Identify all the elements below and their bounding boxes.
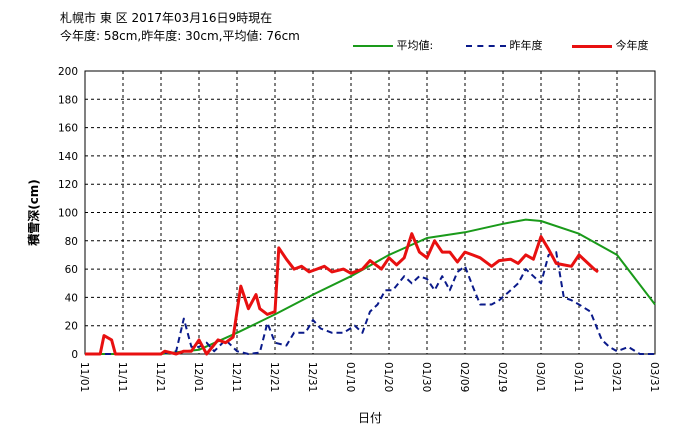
x-tick-label: 12/21 (268, 362, 280, 392)
x-tick-label: 02/09 (458, 362, 470, 392)
y-tick-label: 100 (58, 208, 78, 220)
chart-summary: 今年度: 58cm,昨年度: 30cm,平均値: 76cm (60, 29, 300, 43)
x-tick-label: 12/11 (230, 362, 242, 392)
y-tick-label: 140 (58, 151, 78, 163)
y-tick-label: 160 (58, 123, 78, 135)
x-tick-label: 03/31 (648, 362, 660, 392)
y-tick-label: 180 (58, 94, 78, 106)
x-tick-label: 12/31 (306, 362, 318, 392)
series-line-last-year (85, 251, 655, 355)
plot-frame (84, 70, 656, 355)
x-axis-label: 日付 (358, 411, 382, 425)
chart-title: 札幌市 東 区 2017年03月16日9時現在 (60, 11, 273, 25)
x-tick-label: 03/01 (534, 362, 546, 392)
y-tick-label: 20 (65, 321, 78, 333)
legend-avg: 平均値: (353, 37, 433, 53)
x-tick-label: 03/21 (610, 362, 622, 392)
x-tick-label: 01/10 (344, 362, 356, 392)
y-tick-label: 120 (58, 179, 78, 191)
x-tick-label: 01/20 (382, 362, 394, 392)
legend-avg-swatch (353, 45, 393, 47)
y-tick-label: 200 (58, 66, 78, 78)
legend-this-swatch (572, 44, 612, 48)
y-tick-label: 0 (71, 349, 78, 361)
legend-last-label: 昨年度 (509, 39, 543, 52)
legend-last-swatch (466, 45, 506, 47)
legend-this-label: 今年度 (615, 39, 649, 52)
x-tick-label: 11/11 (116, 362, 128, 392)
series-line-avg (85, 218, 656, 355)
y-tick-label: 80 (65, 236, 78, 248)
x-tick-label: 02/19 (496, 362, 508, 392)
series-line-this-year (85, 232, 599, 356)
legend-last: 昨年度 (466, 37, 543, 53)
x-tick-label: 11/21 (154, 362, 166, 392)
x-tick-label: 12/01 (192, 362, 204, 392)
y-tick-label: 40 (65, 292, 78, 304)
legend-avg-label: 平均値: (396, 39, 434, 52)
y-tick-label: 60 (65, 264, 78, 276)
x-tick-label: 01/30 (420, 362, 432, 392)
x-tick-label: 11/01 (78, 362, 90, 392)
y-axis-label: 積雪深(cm) (26, 179, 41, 247)
legend-this: 今年度 (572, 37, 649, 53)
x-tick-label: 03/11 (572, 362, 584, 392)
